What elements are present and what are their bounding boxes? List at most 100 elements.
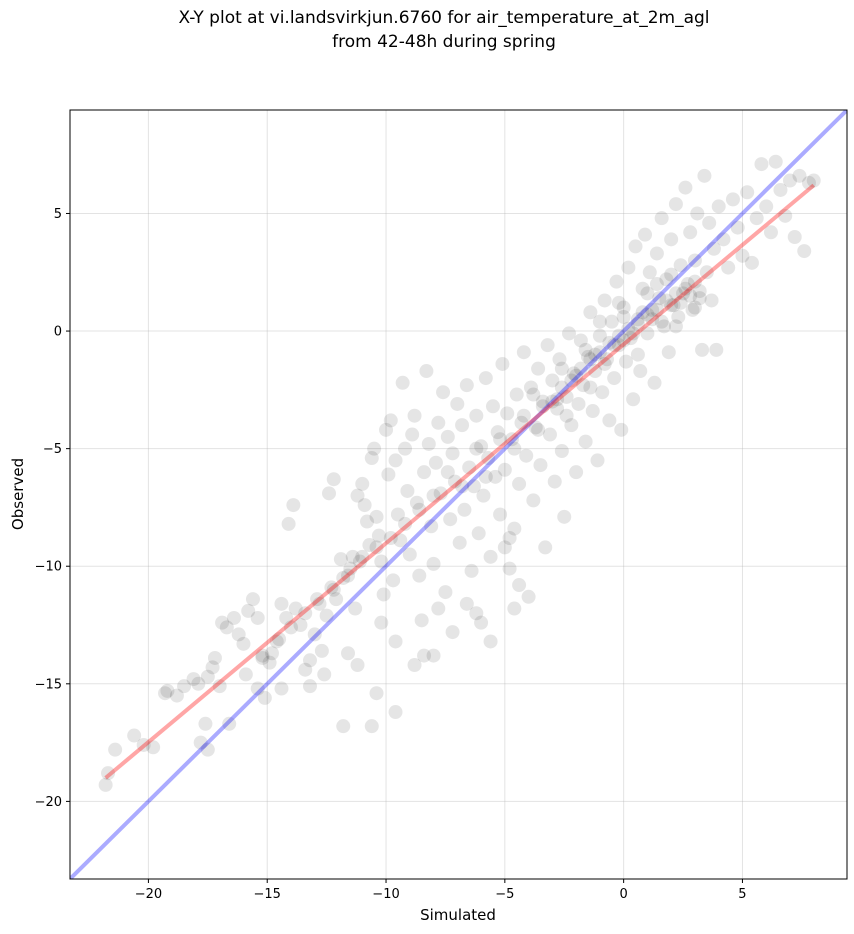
data-point [398,441,413,456]
plot-frame [69,109,848,880]
y-tick-label: −15 [35,677,62,692]
data-point [554,361,569,376]
x-tick-label: −20 [135,887,162,902]
data-point [326,582,341,597]
data-point [645,302,660,317]
data-point [250,681,265,696]
data-point [649,302,664,317]
data-point [388,453,403,468]
data-point [409,495,424,510]
data-point [485,399,500,414]
data-point [298,606,313,621]
data-point [692,284,707,299]
data-point [329,592,344,607]
data-point [314,643,329,658]
data-point [262,655,277,670]
data-point [191,676,206,691]
data-point [635,305,650,320]
data-point [657,319,672,334]
data-point [554,443,569,458]
data-point [478,469,493,484]
data-point [569,368,584,383]
data-point [649,277,664,292]
data-point [611,295,626,310]
data-point [374,554,389,569]
y-tick-label: −10 [35,560,62,575]
data-point [317,667,332,682]
data-point [462,460,477,475]
data-point [778,208,793,223]
chart-title-line-1: X-Y plot at vi.landsvirkjun.6760 for air… [178,8,710,28]
data-point [576,378,591,393]
data-point [545,373,560,388]
data-point [640,326,655,341]
data-point [274,681,289,696]
data-point [616,309,631,324]
data-point [455,479,470,494]
data-point [419,364,434,379]
chart-title-line-2: from 42-48h during spring [332,32,556,52]
data-point [424,519,439,534]
data-point [592,328,607,343]
data-point [540,338,555,353]
data-point [405,427,420,442]
data-point [288,601,303,616]
data-point [583,305,598,320]
data-point [493,432,508,447]
axis-ticks: −20 −15 −10 −5 0 5 −20 −15 −10 −5 0 5 [35,207,747,902]
data-point [528,420,543,435]
data-point [782,173,797,188]
data-point [502,561,517,576]
data-point [754,157,769,172]
data-point [376,587,391,602]
data-point [535,394,550,409]
data-point [654,211,669,226]
data-point [664,232,679,247]
data-point [801,175,816,190]
data-point [421,436,436,451]
data-point [293,618,308,633]
data-point [360,514,375,529]
data-point [447,474,462,489]
data-point [685,302,700,317]
data-point [583,380,598,395]
data-point [507,601,522,616]
data-point [343,561,358,576]
data-point [350,488,365,503]
data-point [571,396,586,411]
data-point [664,298,679,313]
data-point [516,345,531,360]
data-point [245,592,260,607]
data-point [702,215,717,230]
data-point [466,479,481,494]
data-point [452,535,467,550]
data-point [450,396,465,411]
data-point [371,528,386,543]
data-point [630,317,645,332]
data-point [588,364,603,379]
data-point [564,418,579,433]
data-point [602,335,617,350]
data-point [630,347,645,362]
data-point [604,314,619,329]
data-point [569,465,584,480]
data-point [711,199,726,214]
data-point [364,719,379,734]
data-point [547,474,562,489]
data-point [186,672,201,687]
data-point [352,554,367,569]
data-point [552,352,567,367]
data-point [578,434,593,449]
data-point [583,352,598,367]
data-point [302,653,317,668]
data-point [626,326,641,341]
data-point [504,432,519,447]
x-tick-label: 5 [738,887,746,902]
data-point [471,526,486,541]
data-point [514,415,529,430]
data-point [440,429,455,444]
identity-line [70,110,847,879]
data-point [108,742,123,757]
data-point [431,601,446,616]
